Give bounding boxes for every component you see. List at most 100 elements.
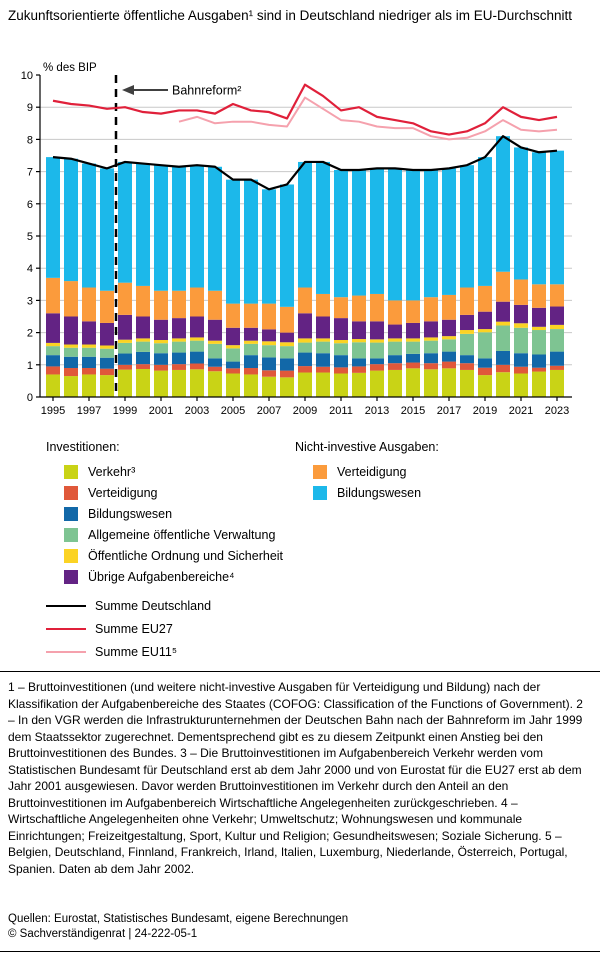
bar-2005 bbox=[226, 179, 240, 397]
bar-segment bbox=[172, 318, 186, 339]
line-summe-deutschland bbox=[52, 135, 558, 191]
bar-segment bbox=[370, 293, 384, 322]
bar-segment bbox=[118, 342, 132, 354]
bar-segment bbox=[478, 285, 492, 312]
stacked-bars bbox=[46, 136, 564, 397]
bar-segment bbox=[100, 368, 114, 376]
bar-segment bbox=[82, 356, 96, 369]
bar-segment bbox=[226, 361, 240, 369]
bar-segment bbox=[298, 287, 312, 314]
bar-2008 bbox=[280, 184, 294, 397]
legend-nicht-investive-items: Verteidigung Bildungswesen bbox=[295, 461, 439, 503]
bar-segment bbox=[82, 344, 96, 348]
bar-segment bbox=[316, 341, 330, 354]
x-tick-label: 2015 bbox=[401, 405, 425, 417]
bar-segment bbox=[64, 368, 78, 377]
bar-segment bbox=[154, 165, 168, 291]
bar-segment bbox=[424, 369, 438, 397]
bar-segment bbox=[316, 372, 330, 397]
bar-segment bbox=[406, 322, 420, 339]
bar-segment bbox=[154, 290, 168, 320]
y-tick-label: 9 bbox=[27, 102, 33, 114]
y-tick-label: 1 bbox=[27, 360, 33, 372]
bar-segment bbox=[514, 147, 528, 280]
bar-segment bbox=[406, 368, 420, 397]
bar-segment bbox=[244, 179, 258, 304]
bahnreform-arrowhead bbox=[122, 85, 134, 95]
bar-segment bbox=[64, 344, 78, 348]
bar-segment bbox=[226, 373, 240, 397]
bar-segment bbox=[208, 166, 222, 291]
x-tick-label: 2005 bbox=[221, 405, 245, 417]
y-tick-label: 4 bbox=[27, 263, 33, 275]
bar-1995 bbox=[46, 157, 60, 397]
bar-segment bbox=[136, 341, 150, 352]
bar-segment bbox=[262, 189, 276, 304]
bar-segment bbox=[442, 168, 456, 295]
bar-2004 bbox=[208, 166, 222, 397]
bar-segment bbox=[550, 306, 564, 325]
bar-segment bbox=[154, 370, 168, 397]
bar-segment bbox=[478, 332, 492, 359]
bar-segment bbox=[118, 339, 132, 343]
bar-segment bbox=[118, 369, 132, 397]
bar-segment bbox=[460, 287, 474, 315]
legend-label: Verteidigung bbox=[337, 464, 407, 479]
bar-segment bbox=[244, 355, 258, 369]
line-summe-eu11- bbox=[178, 96, 558, 141]
bar-2016 bbox=[424, 169, 438, 397]
bar-2019 bbox=[478, 157, 492, 397]
bar-segment bbox=[118, 161, 132, 283]
bar-segment bbox=[226, 348, 240, 362]
bar-segment bbox=[316, 353, 330, 367]
x-tick-label: 2007 bbox=[257, 405, 281, 417]
x-tick-label: 2019 bbox=[473, 405, 497, 417]
bar-segment bbox=[424, 337, 438, 341]
bar-segment bbox=[226, 303, 240, 328]
bar-segment bbox=[334, 169, 348, 298]
bar-segment bbox=[442, 319, 456, 337]
x-tick-label: 2011 bbox=[329, 405, 353, 417]
bar-1996 bbox=[64, 158, 78, 397]
legend-label: Bildungswesen bbox=[337, 485, 422, 500]
bar-segment bbox=[208, 343, 222, 359]
bar-segment bbox=[190, 287, 204, 317]
bar-segment bbox=[406, 300, 420, 323]
bar-segment bbox=[172, 338, 186, 342]
bar-2007 bbox=[262, 189, 276, 397]
bar-segment bbox=[172, 290, 186, 319]
bar-segment bbox=[208, 358, 222, 367]
bar-segment bbox=[532, 354, 546, 368]
x-tick-label: 2021 bbox=[509, 405, 533, 417]
bar-segment bbox=[82, 321, 96, 345]
bar-2023 bbox=[550, 150, 564, 397]
legend-swatch bbox=[64, 527, 78, 542]
bar-segment bbox=[154, 364, 168, 371]
bar-segment bbox=[262, 376, 276, 397]
bar-segment bbox=[370, 339, 384, 343]
bar-segment bbox=[118, 353, 132, 365]
bar-2013 bbox=[370, 168, 384, 397]
bar-segment bbox=[172, 364, 186, 370]
legend-investitionen: Investitionen: Verkehr³ Verteidigung Bildu… bbox=[46, 440, 283, 587]
chart-title: Zukunftsorientierte öffentliche Ausgaben… bbox=[8, 8, 573, 23]
bar-2015 bbox=[406, 169, 420, 397]
bar-segment bbox=[424, 363, 438, 370]
y-axis-title: % des BIP bbox=[43, 62, 97, 74]
bar-segment bbox=[424, 353, 438, 364]
bar-segment bbox=[118, 364, 132, 370]
bar-segment bbox=[478, 358, 492, 368]
bar-2011 bbox=[334, 169, 348, 397]
bar-segment bbox=[262, 345, 276, 358]
bar-segment bbox=[154, 340, 168, 344]
bar-segment bbox=[46, 355, 60, 367]
bar-segment bbox=[442, 336, 456, 340]
bar-segment bbox=[352, 169, 366, 296]
bar-segment bbox=[352, 339, 366, 343]
legend-line-sample bbox=[46, 650, 86, 653]
bar-segment bbox=[64, 281, 78, 317]
bar-segment bbox=[514, 366, 528, 374]
sources-line: Quellen: Eurostat, Statistisches Bundesa… bbox=[8, 913, 349, 925]
y-tick-label: 6 bbox=[27, 199, 33, 211]
bar-2017 bbox=[442, 168, 456, 397]
